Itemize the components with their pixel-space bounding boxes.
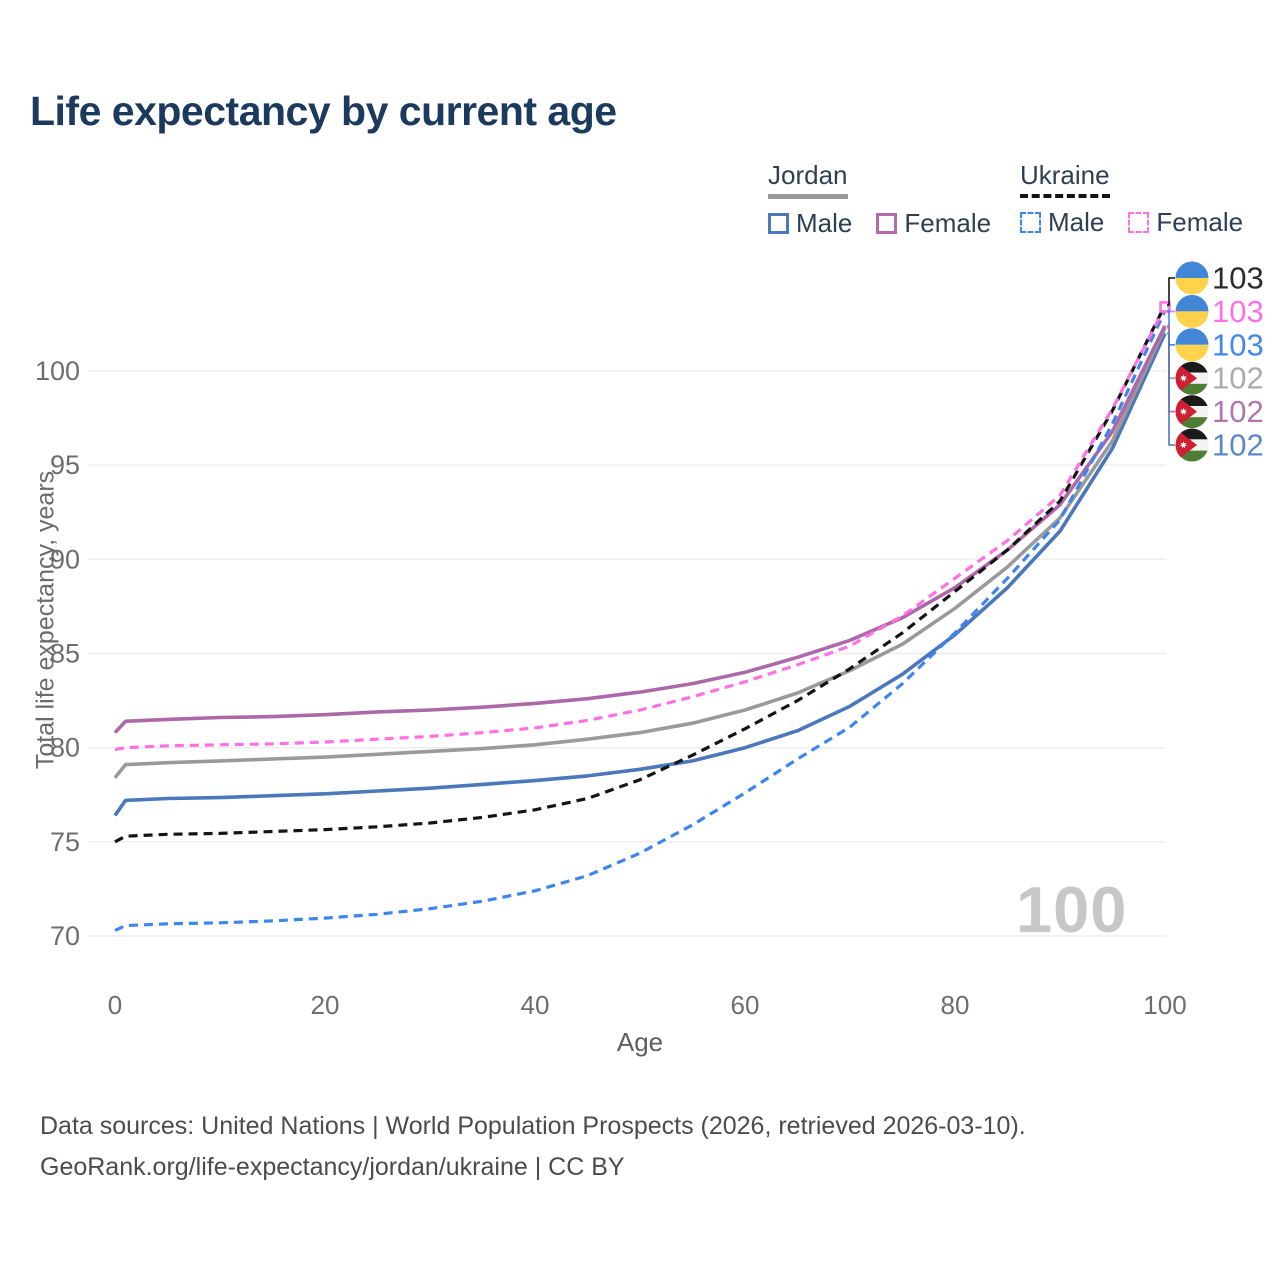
page-title: Life expectancy by current age (30, 88, 617, 134)
jordan-flag-icon (1175, 361, 1209, 395)
series-line-ukraine-both[interactable] (114, 304, 1167, 844)
legend-item-label: Male (796, 208, 853, 238)
x-tick-80: 80 (941, 990, 970, 1020)
legend-group-ukraine: Ukraine Male Female (1020, 160, 1243, 238)
end-label-ukraine-male: 103 (1212, 327, 1264, 362)
legend-group-jordan-title: Jordan (768, 160, 848, 199)
series-line-jordan-both[interactable] (113, 326, 1167, 779)
legend-item-jordan-male[interactable]: Male (768, 208, 852, 239)
x-tick-0: 0 (108, 990, 122, 1020)
ukraine-flag-icon (1175, 261, 1209, 295)
x-tick-40: 40 (521, 990, 550, 1020)
series-line-ukraine-male[interactable] (114, 310, 1167, 932)
leader-line-ukraine-female (1167, 306, 1175, 313)
legend-item-ukraine-female[interactable]: Female (1128, 207, 1243, 238)
x-tick-20: 20 (311, 990, 340, 1020)
ukraine-flag-icon (1175, 328, 1209, 362)
series-line-jordan-female[interactable] (113, 324, 1167, 734)
ukraine-male-swatch-icon (1020, 212, 1041, 233)
legend-item-jordan-female[interactable]: Female (876, 208, 991, 239)
y-tick-90: 90 (50, 544, 80, 574)
legend-item-ukraine-male[interactable]: Male (1020, 207, 1104, 238)
x-axis-title: Age (616, 1027, 664, 1057)
jordan-male-swatch-icon (768, 213, 789, 234)
watermark-age-indicator: 100 (1016, 873, 1128, 946)
x-tick-100: 100 (1143, 990, 1186, 1020)
y-tick-100: 100 (35, 356, 80, 386)
y-tick-70: 70 (50, 921, 80, 951)
jordan-flag-icon (1175, 428, 1209, 462)
ukraine-female-swatch-icon (1128, 212, 1150, 233)
x-tick-60: 60 (731, 990, 760, 1020)
footer-attribution: GeoRank.org/life-expectancy/jordan/ukrai… (40, 1153, 625, 1181)
series-line-jordan-male[interactable] (113, 332, 1167, 817)
legend-item-label: Female (1156, 207, 1244, 237)
jordan-flag-icon (1175, 395, 1209, 429)
y-tick-80: 80 (50, 733, 80, 763)
y-tick-95: 95 (50, 450, 80, 480)
legend-group-jordan: Jordan Male Female (768, 160, 991, 239)
footer: Data sources: United Nations | World Pop… (40, 1106, 1026, 1188)
y-tick-75: 75 (50, 827, 80, 857)
end-label-ukraine-both: 103 (1212, 261, 1264, 296)
end-label-jordan-both: 102 (1212, 361, 1264, 396)
ukraine-flag-icon (1175, 294, 1209, 328)
jordan-female-swatch-icon (876, 213, 898, 234)
series-line-ukraine-female[interactable] (114, 306, 1167, 752)
leader-line-ukraine-both (1167, 277, 1175, 306)
end-label-jordan-female: 102 (1212, 394, 1264, 429)
end-label-jordan-male: 102 (1212, 428, 1264, 463)
y-tick-85: 85 (50, 639, 80, 669)
legend-item-label: Male (1048, 207, 1105, 237)
legend-item-label: Female (904, 208, 992, 238)
legend-group-ukraine-title: Ukraine (1020, 160, 1110, 198)
footer-sources: Data sources: United Nations | World Pop… (40, 1112, 1026, 1140)
end-label-ukraine-female: 103 (1212, 294, 1264, 329)
y-axis-title: Total life expectancy, years (31, 470, 60, 770)
leader-line-jordan-male (1167, 332, 1175, 446)
